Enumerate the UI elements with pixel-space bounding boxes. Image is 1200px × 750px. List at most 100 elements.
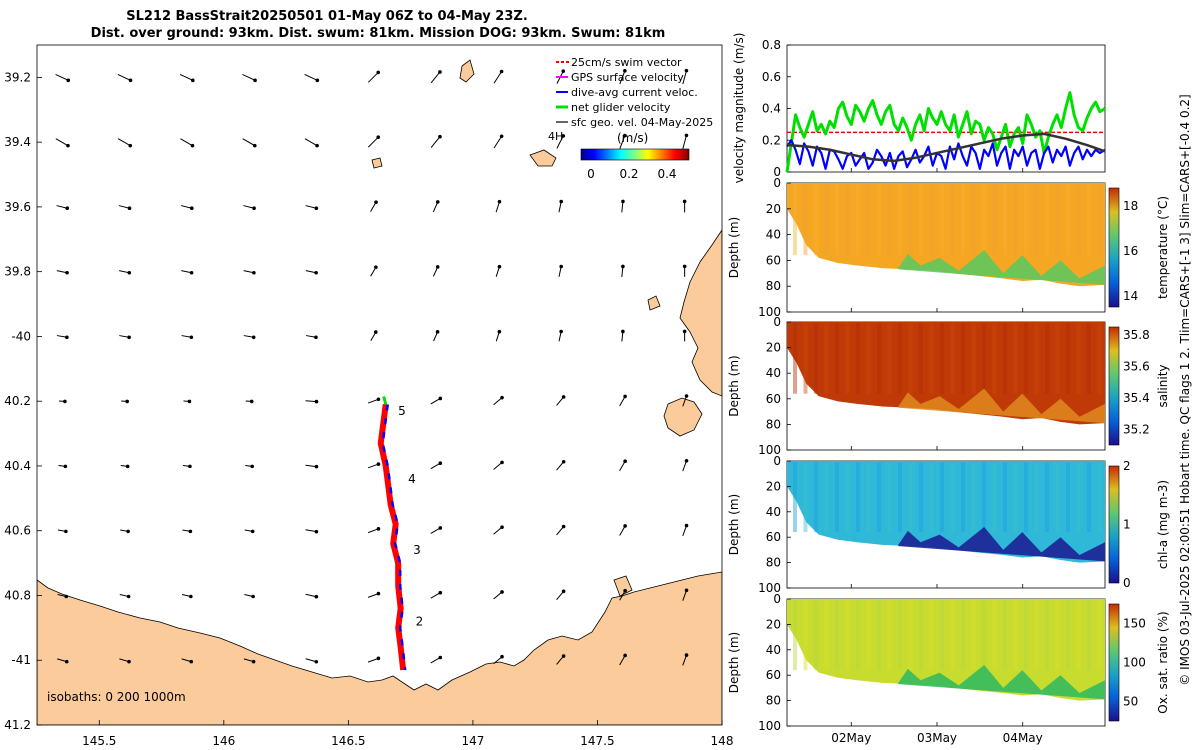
map-y-tick-label: 39.2: [4, 70, 31, 84]
tasmania-landmass: [37, 571, 722, 725]
salinity-data-streak: [1045, 323, 1049, 394]
title-line-2: Dist. over ground: 93km. Dist. swum: 81k…: [91, 26, 666, 41]
temperature-colorbar: [1108, 187, 1120, 308]
current-vector-head: [684, 588, 689, 593]
chla-colorbar-tick: 0: [1123, 576, 1131, 590]
legend-dive-avg-label: dive-avg current veloc.: [571, 86, 698, 99]
current-vector: [430, 592, 441, 599]
salinity-data-streak: [940, 323, 944, 394]
oxygen-data-streak: [1055, 600, 1060, 671]
legend-sfc-geo-label: sfc geo. vel. 04-May-2025: [571, 116, 713, 129]
current-vector-head: [126, 594, 131, 599]
map-y-tick-label: -40: [11, 329, 31, 343]
chla-data-streak: [950, 462, 955, 533]
current-vector: [370, 201, 377, 212]
velocity-panel: 0 0.2 0.4 0.6 0.8 velocity magnitude (m/s): [732, 33, 1106, 183]
oxygen-data-streak: [992, 600, 997, 671]
current-vector-head: [435, 265, 440, 269]
current-vector: [367, 463, 379, 469]
colorbar-tick-0: 0: [587, 167, 595, 181]
chla-colorbar-label: chl-a (mg m-3): [1156, 480, 1170, 569]
current-vector: [180, 205, 192, 209]
map-x-axis: 145.5 146 146.5 147 147.5 148: [82, 720, 733, 748]
current-vector-head: [559, 199, 564, 204]
oxygen-colorbar: [1108, 603, 1120, 722]
day-marker-label: 2: [416, 614, 424, 628]
oxygen-data-streak: [1024, 600, 1028, 671]
current-vector-head: [621, 264, 625, 269]
small-island-c: [371, 157, 383, 169]
small-island-a: [529, 149, 557, 167]
legend-4h-label: 4H: [548, 130, 563, 143]
current-vector: [682, 654, 687, 666]
oxygen-data-streak: [1097, 600, 1102, 671]
current-vector-head: [500, 460, 504, 465]
temperature-data-streak: [908, 184, 913, 256]
current-vector-head: [561, 589, 566, 594]
current-vector-head: [66, 78, 71, 83]
salinity-data-streak: [1034, 323, 1039, 394]
current-vector-head: [189, 594, 193, 599]
oxygen-colorbar-tick: 50: [1123, 695, 1138, 709]
current-vector-head: [64, 594, 69, 599]
current-vector-head: [684, 458, 689, 463]
current-vector-head: [66, 143, 70, 148]
temperature-data-streak: [971, 184, 976, 256]
salinity-y-tick-label: 100: [758, 443, 781, 457]
legend-gps-label: GPS surface velocity: [571, 71, 684, 84]
oxygen-colorbar-tick: 150: [1123, 617, 1146, 631]
oxygen-data-streak: [898, 600, 902, 671]
temperature-data-streak: [919, 184, 923, 256]
current-vector: [493, 397, 503, 406]
current-vector: [117, 73, 131, 81]
current-vector-head: [315, 143, 319, 148]
current-vector: [493, 462, 503, 470]
current-vector: [304, 138, 318, 147]
map-y-tick-label: 40.4: [4, 459, 31, 473]
current-vector: [558, 201, 562, 213]
salinity-data-streak: [898, 323, 902, 394]
map-y-tick-label: 39.6: [4, 200, 31, 214]
current-vector: [118, 205, 130, 209]
salinity-ylabel: Depth (m): [727, 355, 741, 416]
chla-data-streak: [1034, 462, 1039, 533]
salinity-colorbar-tick: 35.2: [1123, 422, 1150, 436]
current-vector: [556, 526, 565, 536]
current-vector-head: [252, 143, 257, 148]
map-y-tick-label: 41.2: [4, 718, 31, 732]
temperature-data-streak: [950, 184, 955, 256]
current-vector-head: [623, 653, 627, 658]
chla-data-streak: [992, 462, 997, 533]
salinity-data-streak: [856, 323, 860, 394]
current-vector-head: [314, 335, 318, 340]
current-vector-head: [376, 591, 381, 596]
current-vector: [367, 528, 379, 534]
current-vector-head: [253, 78, 257, 83]
temperature-colorbar-tick: 18: [1123, 199, 1138, 213]
temperature-data-streak: [845, 184, 850, 256]
current-vector-head: [682, 199, 687, 204]
oxygen-data-streak: [1045, 600, 1049, 671]
chla-y-tick-label: 20: [766, 479, 781, 493]
salinity-y-tick-label: 80: [766, 417, 781, 431]
current-vector-head: [500, 525, 504, 529]
current-vector-head: [497, 264, 502, 269]
small-island-e: [647, 295, 661, 311]
oxygen-data-streak: [824, 600, 829, 671]
temperature-colorbar-label: temperature (°C): [1156, 196, 1170, 299]
current-vector-head: [187, 399, 192, 404]
oxygen-data-streak: [835, 600, 839, 671]
current-vector-head: [623, 394, 627, 399]
current-vector: [55, 138, 69, 147]
current-vector-head: [499, 134, 504, 139]
current-vector: [305, 464, 317, 468]
chla-deep-layer: [898, 527, 1105, 562]
current-vector-head: [497, 199, 502, 204]
temperature-data-streak: [856, 184, 860, 256]
temperature-y-tick-label: 80: [766, 279, 781, 293]
current-vector-head: [127, 659, 131, 664]
current-vector: [180, 138, 193, 147]
chla-data-streak: [1066, 462, 1070, 533]
colorbar-tick-2: 0.4: [657, 167, 676, 181]
